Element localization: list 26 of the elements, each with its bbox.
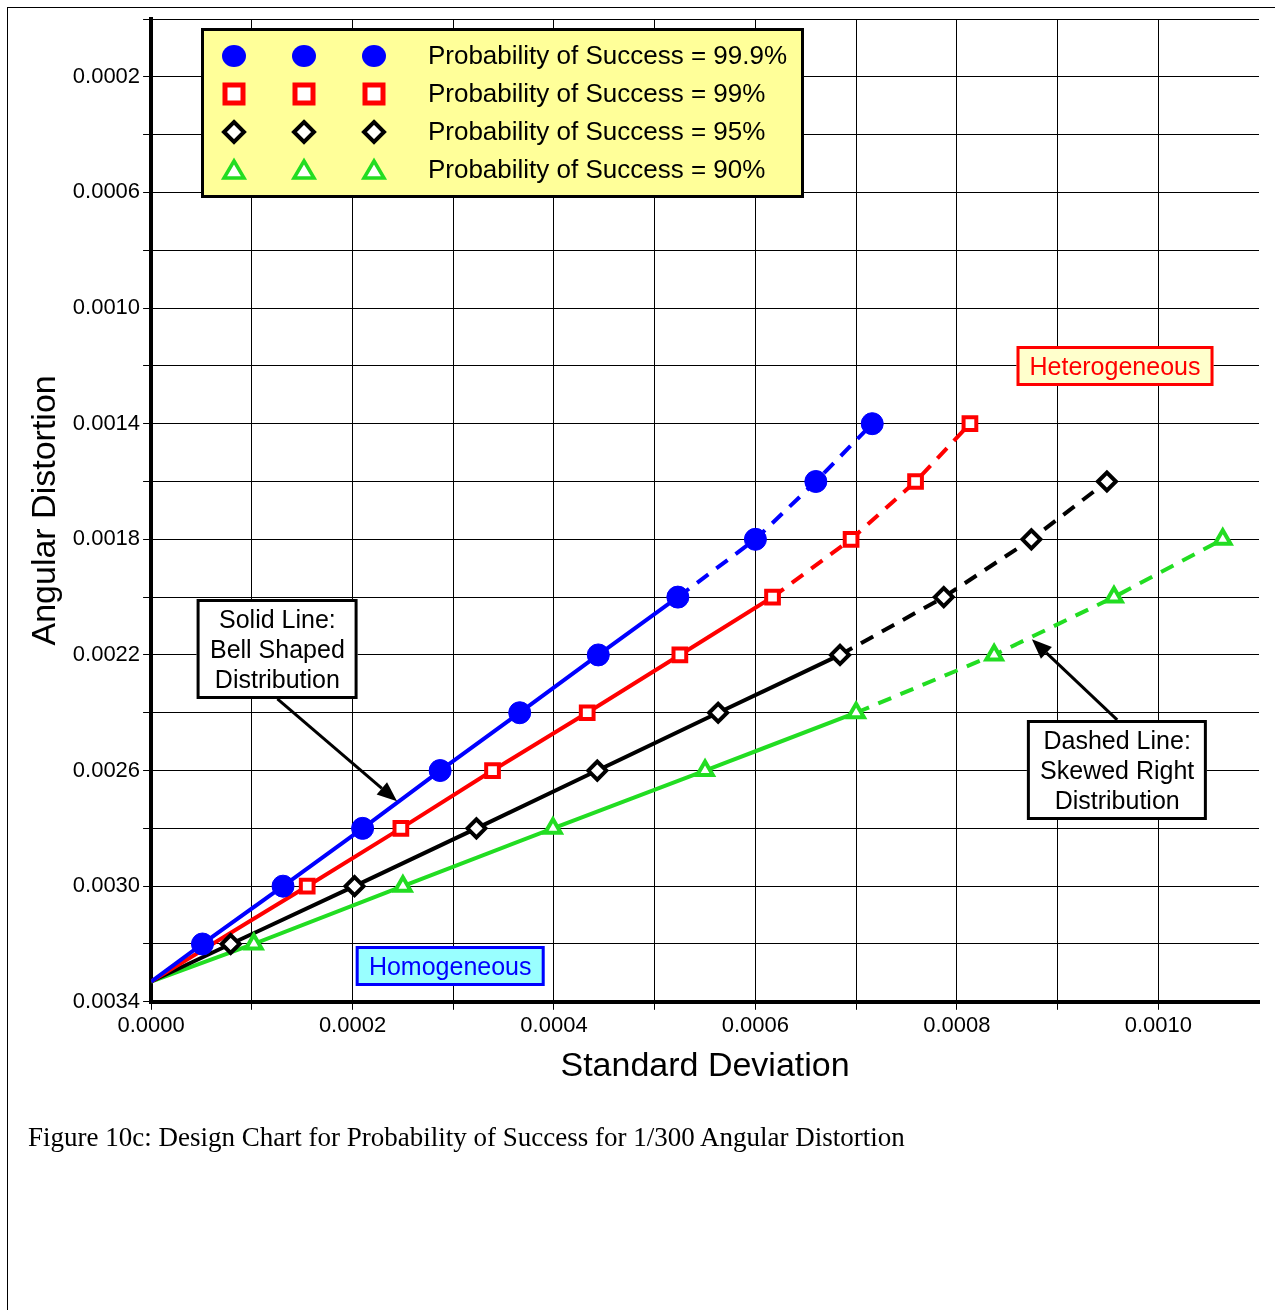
- legend-label: Probability of Success = 99.9%: [427, 40, 788, 72]
- x-tick-label: 0.0002: [318, 1012, 387, 1038]
- legend-label: Probability of Success = 90%: [427, 154, 766, 186]
- x-tick-label: 0.0006: [721, 1012, 790, 1038]
- y-axis-title: Angular Distortion: [23, 375, 62, 646]
- y-tick-label: 0.0014: [72, 409, 141, 435]
- y-tick-label: 0.0010: [72, 294, 141, 320]
- x-tick-label: 0.0010: [1124, 1012, 1192, 1038]
- x-tick-label: 0.0004: [520, 1012, 588, 1038]
- x-axis-title: Standard Deviation: [560, 1044, 850, 1083]
- annotation: Solid Line: Bell Shaped Distribution: [196, 598, 358, 699]
- annotation: Homogeneous: [355, 946, 545, 987]
- x-tick-label: 0.0008: [923, 1012, 991, 1038]
- annotation: Dashed Line: Skewed Right Distribution: [1027, 719, 1208, 820]
- y-tick-label: 0.0022: [72, 640, 141, 666]
- y-tick-label: 0.0002: [72, 62, 141, 88]
- legend-label: Probability of Success = 99%: [427, 78, 766, 110]
- y-tick-label: 0.0030: [72, 872, 141, 898]
- y-tick-label: 0.0026: [72, 756, 141, 782]
- caption: Figure 10c: Design Chart for Probability of Success for 1/300 Angular Distortion: [28, 1122, 905, 1153]
- y-tick-label: 0.0018: [72, 525, 141, 551]
- legend-label: Probability of Success = 95%: [427, 116, 766, 148]
- x-tick-label: 0.0000: [117, 1012, 185, 1038]
- y-tick-label: 0.0034: [72, 987, 141, 1013]
- annotation: Heterogeneous: [1016, 345, 1214, 386]
- y-tick-label: 0.0006: [72, 178, 141, 204]
